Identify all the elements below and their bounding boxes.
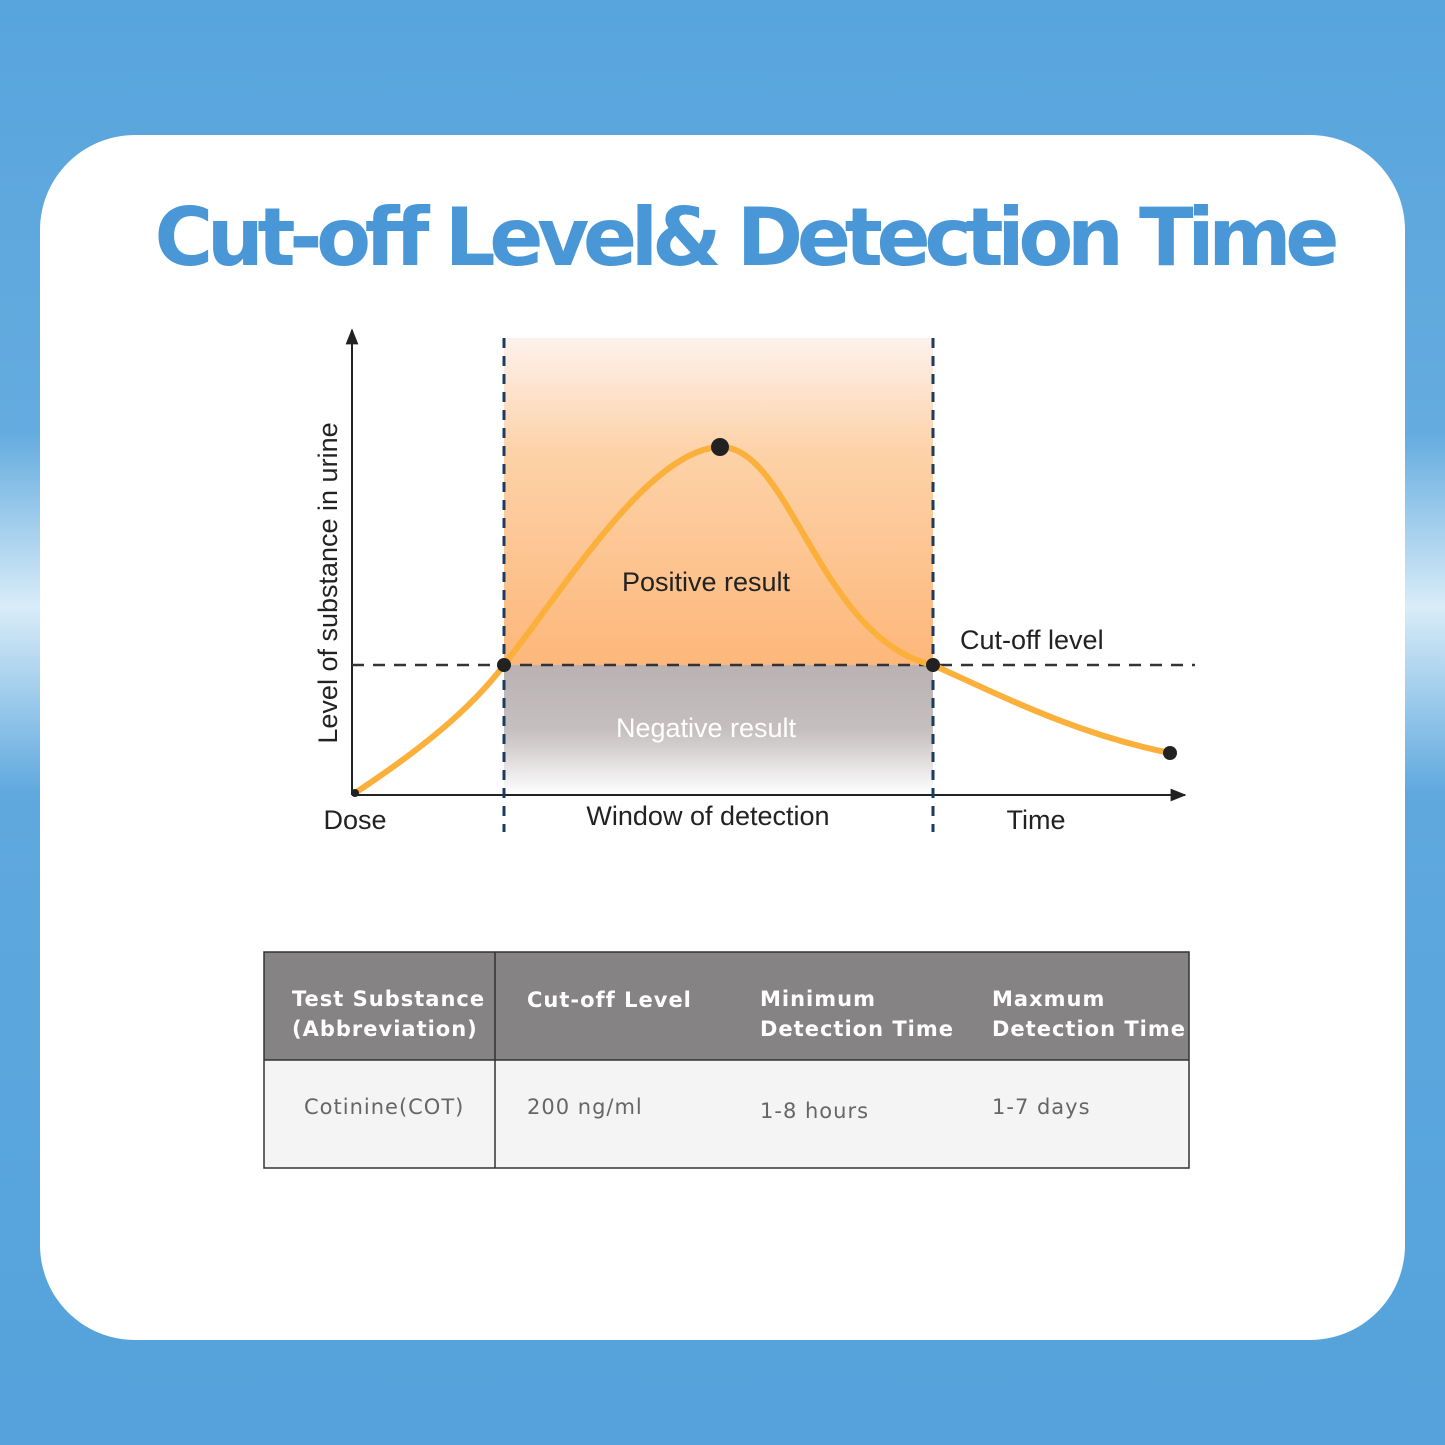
negative-label: Negative result bbox=[616, 713, 797, 743]
header-cell: Test Substance bbox=[292, 987, 485, 1011]
cell: Cotinine(COT) bbox=[304, 1095, 464, 1119]
header-cell: Detection Time bbox=[992, 1017, 1186, 1041]
detection-diagram: Positive result Negative result Cut-off … bbox=[313, 328, 1195, 835]
table-header bbox=[264, 952, 1189, 1060]
header-cell: Detection Time bbox=[760, 1017, 954, 1041]
cutoff-label: Cut-off level bbox=[960, 625, 1104, 655]
dose-label: Dose bbox=[323, 805, 386, 835]
detection-table: Test Substance (Abbreviation) Cut-off Le… bbox=[263, 951, 1190, 1169]
header-cell: Maxmum bbox=[992, 987, 1105, 1011]
point bbox=[351, 789, 359, 797]
negative-zone bbox=[504, 665, 933, 795]
cell: 1-7 days bbox=[992, 1095, 1091, 1119]
table-row bbox=[264, 1060, 1189, 1168]
point bbox=[1163, 746, 1177, 760]
time-label: Time bbox=[1007, 805, 1066, 835]
point bbox=[926, 658, 940, 672]
y-axis-label: Level of substance in urine bbox=[313, 422, 343, 743]
point bbox=[497, 658, 511, 672]
cell: 200 ng/ml bbox=[527, 1095, 643, 1119]
header-cell: (Abbreviation) bbox=[292, 1017, 478, 1041]
title: Cut-off Level& Detection Time bbox=[155, 191, 1340, 284]
header-cell: Minimum bbox=[760, 987, 876, 1011]
header-cell: Cut-off Level bbox=[527, 988, 692, 1012]
window-label: Window of detection bbox=[586, 801, 829, 831]
point bbox=[711, 438, 729, 456]
positive-zone bbox=[504, 338, 933, 665]
positive-label: Positive result bbox=[622, 567, 791, 597]
cell: 1-8 hours bbox=[760, 1099, 869, 1123]
